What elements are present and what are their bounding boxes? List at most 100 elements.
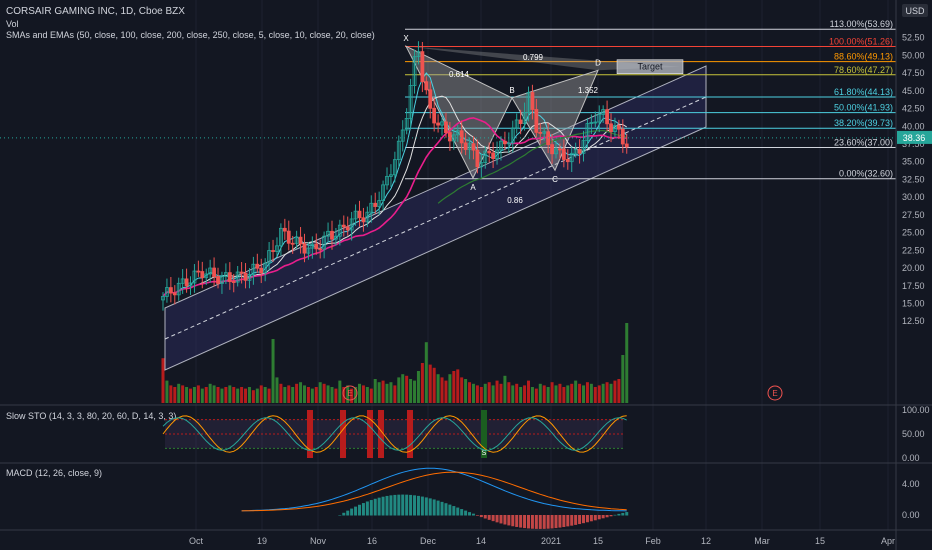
macd-histogram-bar [456, 507, 460, 516]
macd-histogram-bar [346, 510, 350, 516]
candle-body [534, 109, 539, 133]
candle-body [235, 271, 240, 283]
candle-body [298, 236, 303, 245]
pattern-ratio-label: 1.352 [578, 86, 599, 95]
volume-bar [593, 387, 597, 403]
candle-body [314, 243, 319, 250]
volume-bar [310, 388, 314, 403]
price-tick-label: 12.50 [902, 316, 925, 326]
candle-body [526, 92, 531, 113]
candles [161, 41, 629, 311]
volume-bar [200, 388, 204, 403]
volume-bar [444, 380, 448, 403]
volume-bar [295, 383, 299, 403]
candle-body [330, 230, 334, 240]
volume-bar [428, 364, 432, 403]
macd-histogram-bar [350, 508, 354, 516]
candle-body [278, 227, 283, 247]
volume-bar [192, 387, 196, 403]
macd-histogram-bar [452, 506, 456, 516]
volume-bar [232, 387, 236, 403]
candle-body [337, 224, 342, 237]
candle-body [573, 149, 578, 154]
volume-bar [538, 383, 542, 403]
volume-bar [381, 380, 385, 403]
candle-body [436, 122, 441, 126]
indicator-label: SMAs and EMAs (50, close, 100, close, 20… [6, 30, 375, 40]
volume-bar [487, 382, 491, 403]
candle-body [416, 51, 421, 58]
volume-bar [350, 388, 354, 403]
fib-label: 88.60%(49.13) [834, 52, 893, 62]
candle-body [259, 267, 264, 274]
price-tick-label: 47.50 [902, 68, 925, 78]
sto-marker-label: S [482, 450, 487, 457]
time-tick-label: 15 [593, 536, 603, 546]
candle-body [326, 230, 330, 237]
volume-bar [212, 385, 216, 403]
volume-bar [436, 374, 440, 403]
candle-body [243, 272, 248, 281]
price-axis[interactable]: USD 52.5050.0047.5045.0042.5040.0037.503… [895, 0, 932, 550]
volume-bar [589, 383, 593, 403]
macd-histogram-bar [558, 515, 562, 528]
volume-bar [523, 385, 527, 403]
volume-bar [460, 377, 464, 403]
candle-body [334, 235, 338, 240]
stochastic-pane[interactable]: Slow STO (14, 3, 3, 80, 20, 60, D, 14, 3… [0, 404, 932, 463]
candle-body [467, 143, 472, 150]
time-tick-label: Nov [310, 536, 327, 546]
volume-bar [471, 383, 475, 403]
pattern-xd [406, 46, 680, 71]
currency-badge[interactable] [902, 4, 928, 17]
candle-body [373, 202, 378, 207]
volume-bar [515, 383, 519, 403]
macd-histogram-bar [448, 504, 452, 516]
volume-label: Vol [6, 19, 19, 29]
volume-bar [236, 388, 240, 403]
price-tick-label: 20.00 [902, 263, 925, 273]
candle-body [569, 152, 574, 163]
macd-histogram-bar [526, 515, 530, 529]
volume-bar [385, 383, 389, 403]
volume-bar [244, 388, 248, 403]
candle-body [483, 150, 488, 163]
macd-title: MACD (12, 26, close, 9) [6, 468, 102, 478]
volume-bar [358, 383, 361, 403]
candle-body [365, 211, 370, 223]
volume-bar [609, 383, 613, 403]
price-pane[interactable]: 113.00%(53.69) 100.00%(51.26) 88.60%(49.13… [0, 0, 896, 530]
volume-bar [613, 380, 617, 403]
macd-histogram-bar [338, 515, 342, 516]
candle-body [286, 230, 291, 244]
macd-histogram-bar [401, 494, 405, 516]
volume-bar [259, 385, 263, 403]
candle-body [440, 121, 444, 126]
candle-body [589, 121, 594, 124]
price-tick-label: 35.00 [902, 157, 925, 167]
volume-bar [507, 382, 511, 403]
candle-body [322, 235, 327, 250]
volume-bar [420, 363, 424, 403]
volume-bar [448, 374, 452, 403]
macd-pane[interactable]: MACD (12, 26, close, 9) 4.00 0.00 [0, 462, 932, 529]
time-tick-label: 14 [476, 536, 486, 546]
volume-bar [601, 383, 605, 403]
sto-signal-bar [340, 410, 346, 458]
macd-histogram-bar [538, 515, 542, 529]
macd-histogram-bar [550, 515, 554, 529]
time-tick-label: 16 [367, 536, 377, 546]
candle-body [302, 243, 307, 254]
volume-bar [279, 383, 283, 403]
candle-body [404, 118, 409, 131]
volume-bar [546, 387, 550, 403]
candle-body [408, 85, 413, 119]
time-axis[interactable]: Oct 19 Nov 16 Dec 14 2021 15 Feb 12 Mar 15 Apr [0, 529, 932, 546]
fib-label: 78.60%(47.27) [834, 65, 893, 75]
macd-histogram-bar [369, 500, 373, 516]
candle-body [176, 282, 181, 296]
macd-histogram-bar [570, 515, 574, 526]
pattern-ratio-label: 0.799 [523, 53, 544, 62]
volume-bar [354, 387, 358, 403]
